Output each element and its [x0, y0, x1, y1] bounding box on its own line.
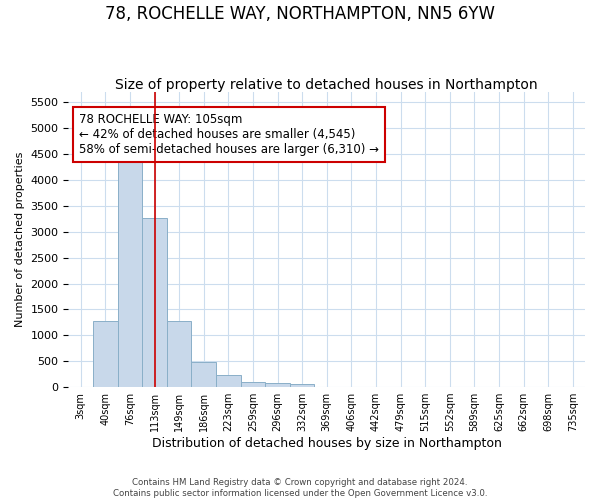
Title: Size of property relative to detached houses in Northampton: Size of property relative to detached ho…: [115, 78, 538, 92]
Bar: [216, 376, 241, 387]
Bar: [265, 383, 290, 387]
Bar: [290, 384, 314, 387]
Bar: [167, 321, 191, 387]
Bar: [93, 321, 118, 387]
Bar: [241, 382, 265, 387]
X-axis label: Distribution of detached houses by size in Northampton: Distribution of detached houses by size …: [152, 437, 502, 450]
Y-axis label: Number of detached properties: Number of detached properties: [15, 152, 25, 327]
Bar: [191, 362, 216, 387]
Bar: [142, 218, 167, 387]
Text: Contains HM Land Registry data © Crown copyright and database right 2024.
Contai: Contains HM Land Registry data © Crown c…: [113, 478, 487, 498]
Text: 78 ROCHELLE WAY: 105sqm
← 42% of detached houses are smaller (4,545)
58% of semi: 78 ROCHELLE WAY: 105sqm ← 42% of detache…: [79, 112, 379, 156]
Bar: [118, 162, 142, 387]
Text: 78, ROCHELLE WAY, NORTHAMPTON, NN5 6YW: 78, ROCHELLE WAY, NORTHAMPTON, NN5 6YW: [105, 5, 495, 23]
